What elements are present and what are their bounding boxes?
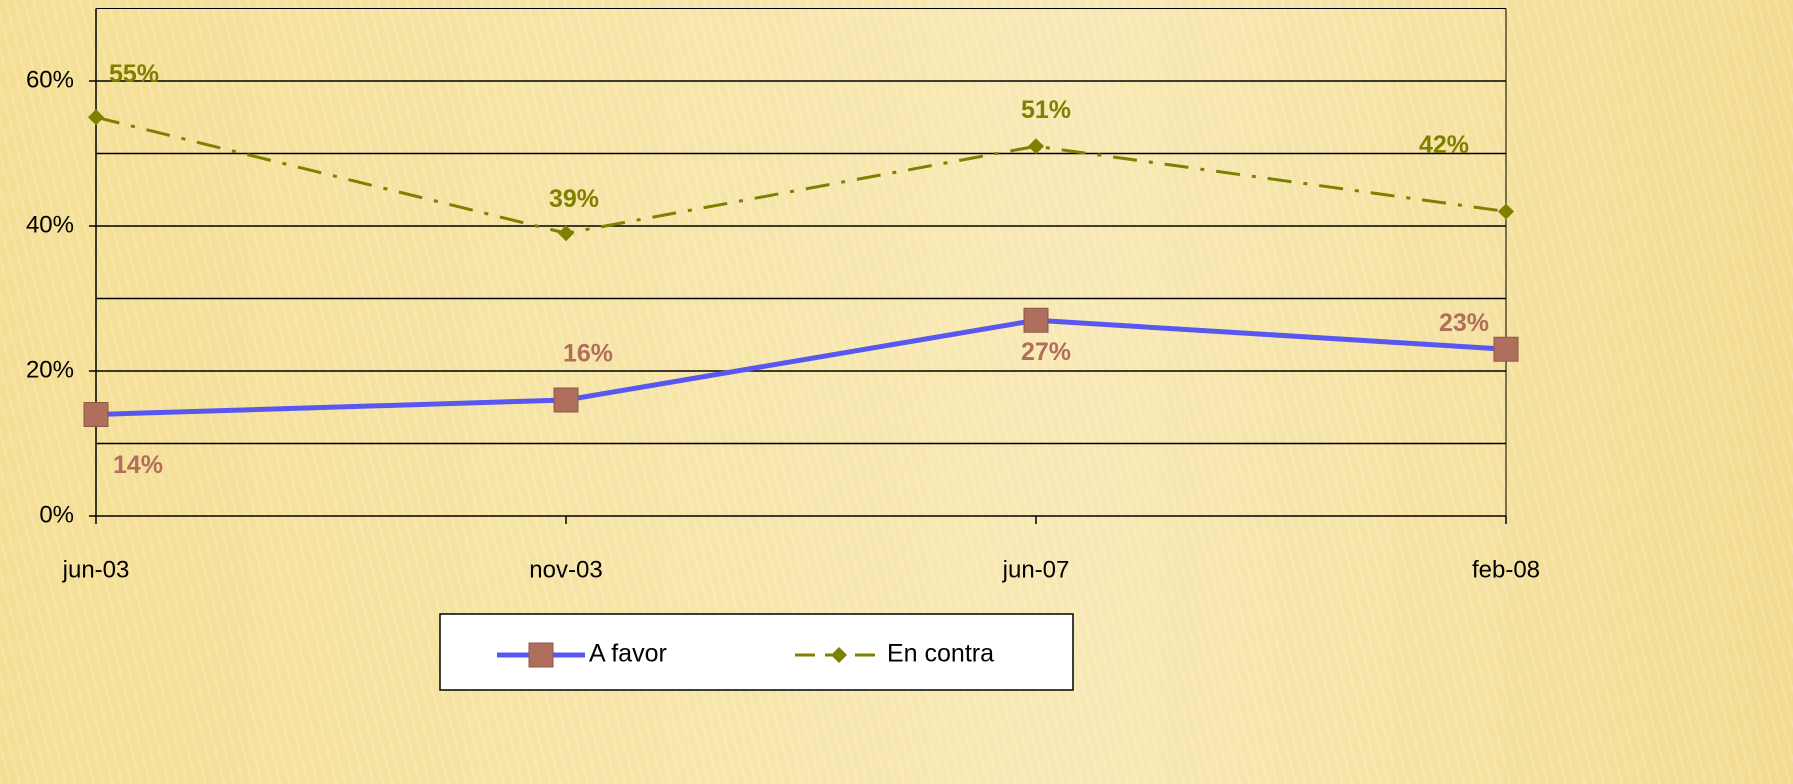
x-tick-label: nov-03 <box>529 556 602 583</box>
x-tick-label: jun-07 <box>1002 556 1070 583</box>
y-tick-label: 60% <box>26 66 74 93</box>
legend-box <box>439 613 1074 691</box>
data-point <box>553 387 579 413</box>
data-label: 42% <box>1419 131 1469 159</box>
x-tick-label: feb-08 <box>1472 556 1540 583</box>
y-tick-label: 40% <box>26 211 74 238</box>
legend-label: A favor <box>589 640 667 668</box>
y-tick-label: 20% <box>26 356 74 383</box>
legend-label: En contra <box>887 640 994 668</box>
data-point <box>1028 138 1044 155</box>
data-point <box>1023 307 1049 333</box>
data-point <box>88 109 104 126</box>
data-point <box>83 402 109 427</box>
data-label: 39% <box>549 185 599 213</box>
data-label: 27% <box>1021 338 1071 366</box>
y-tick-label: 0% <box>39 501 74 528</box>
series-line <box>95 317 1507 417</box>
data-label: 23% <box>1439 309 1489 337</box>
data-label: 51% <box>1021 96 1071 124</box>
data-label: 14% <box>113 451 163 479</box>
legend-marker <box>831 647 847 663</box>
data-point <box>558 225 574 242</box>
data-label: 55% <box>109 60 159 88</box>
legend-marker <box>528 642 554 668</box>
series-line <box>95 115 1507 235</box>
data-point <box>1498 203 1514 220</box>
data-point <box>1493 336 1519 362</box>
data-label: 16% <box>563 340 613 368</box>
x-tick-label: jun-03 <box>62 556 130 583</box>
